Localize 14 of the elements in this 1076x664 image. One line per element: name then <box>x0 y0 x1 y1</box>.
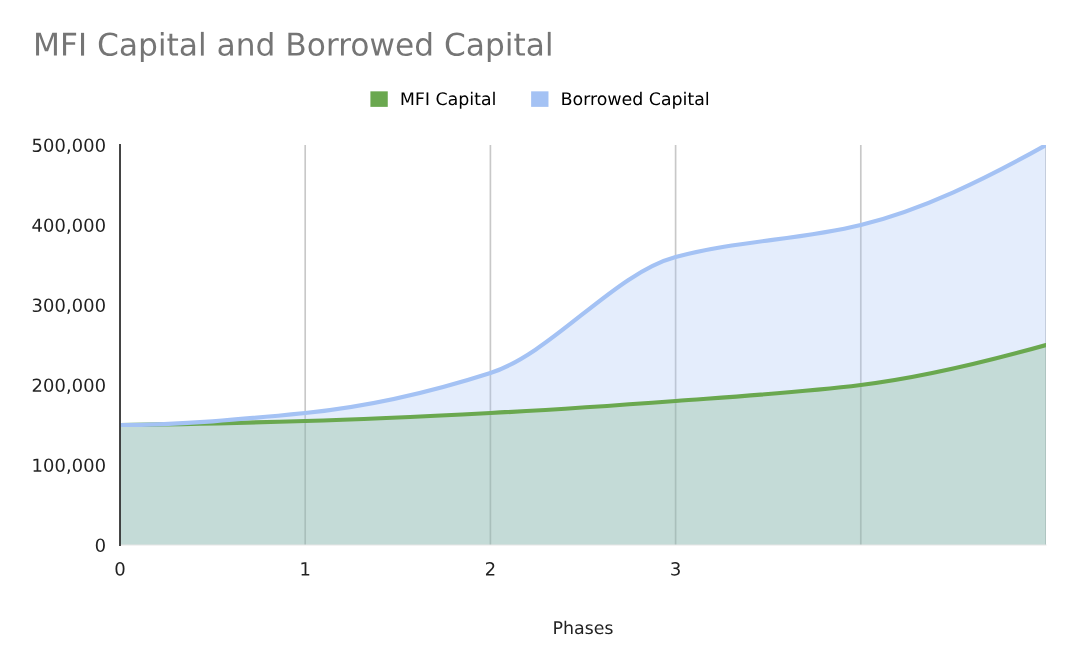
legend-label: MFI Capital <box>401 91 495 109</box>
x-tick-label: 2 <box>485 561 495 576</box>
x-tick-label: 1 <box>301 562 310 576</box>
y-tick-label: 200,000 <box>32 378 105 394</box>
x-axis-title: Phases <box>554 620 613 635</box>
x-tick-label: 0 <box>115 561 125 576</box>
y-tick-label: 500,000 <box>32 138 105 154</box>
y-tick-label: 100,000 <box>33 458 105 474</box>
legend-label: Borrowed Capital <box>562 91 709 109</box>
y-tick-label: 0 <box>95 538 105 553</box>
y-tick-label: 300,000 <box>32 298 105 314</box>
x-tick-label: 3 <box>671 561 680 576</box>
y-tick-label: 400,000 <box>32 218 105 234</box>
chart-title: MFI Capital and Borrowed Capital <box>36 31 551 63</box>
